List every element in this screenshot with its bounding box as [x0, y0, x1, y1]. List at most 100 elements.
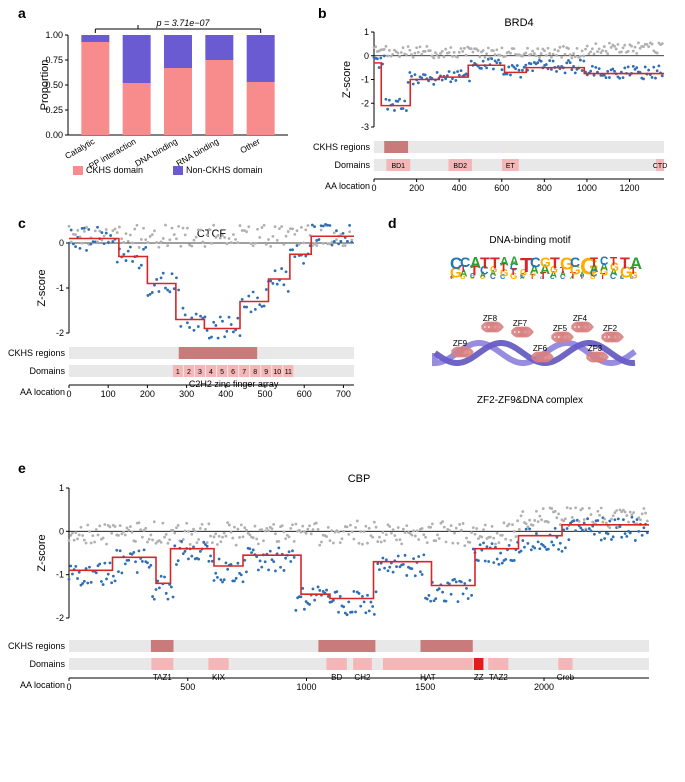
- scatter-point-grey: [364, 525, 367, 528]
- scatter-point-blue: [457, 600, 460, 603]
- scatter-point-grey: [354, 526, 357, 529]
- scatter-point-grey: [596, 510, 599, 513]
- scatter-point-blue: [468, 80, 471, 83]
- scatter-point-grey: [419, 46, 422, 49]
- scatter-point-grey: [482, 528, 485, 531]
- scatter-point-grey: [412, 56, 415, 59]
- scatter-point-blue: [68, 578, 71, 581]
- scatter-point-grey: [312, 528, 315, 531]
- scatter-point-grey: [166, 244, 169, 247]
- scatter-point-grey: [443, 526, 446, 529]
- scatter-point-blue: [569, 61, 572, 64]
- scatter-point-grey: [504, 55, 507, 58]
- scatter-point-grey: [408, 49, 411, 52]
- scatter-point-grey: [564, 517, 567, 520]
- scatter-point-blue: [110, 581, 113, 584]
- panel-b-label: b: [318, 5, 327, 21]
- scatter-point-grey: [371, 536, 374, 539]
- scatter-point-blue: [624, 532, 627, 535]
- scatter-point-grey: [398, 55, 401, 58]
- xtick: 0: [66, 682, 71, 692]
- scatter-point-blue: [333, 240, 336, 243]
- scatter-point-grey: [218, 535, 221, 538]
- scatter-point-blue: [482, 542, 485, 545]
- scatter-point-grey: [330, 529, 333, 532]
- scatter-point-blue: [424, 73, 427, 76]
- scatter-point-grey: [512, 47, 515, 50]
- scatter-point-grey: [283, 530, 286, 533]
- scatter-point-grey: [632, 50, 635, 53]
- scatter-point-grey: [642, 45, 645, 48]
- scatter-point-grey: [381, 531, 384, 534]
- scatter-point-blue: [518, 69, 521, 72]
- scatter-point-grey: [434, 51, 437, 54]
- logo-letter: T: [590, 254, 598, 269]
- scatter-point-grey: [555, 54, 558, 57]
- scatter-point-blue: [124, 562, 127, 565]
- scatter-point-grey: [566, 506, 569, 509]
- scatter-point-blue: [371, 605, 374, 608]
- zf-label: ZF5: [553, 324, 568, 333]
- scatter-point-blue: [258, 303, 261, 306]
- scatter-point-grey: [562, 45, 565, 48]
- scatter-point-grey: [460, 529, 463, 532]
- scatter-point-grey: [177, 225, 180, 228]
- scatter-point-blue: [497, 563, 500, 566]
- scatter-point-grey: [287, 230, 290, 233]
- ckhs-region: [421, 640, 473, 652]
- scatter-point-blue: [508, 544, 511, 547]
- scatter-point-grey: [86, 524, 89, 527]
- xtick: 600: [297, 389, 312, 399]
- scatter-point-blue: [86, 582, 89, 585]
- scatter-point-grey: [489, 536, 492, 539]
- domain-label: ET: [506, 163, 516, 170]
- scatter-point-grey: [242, 535, 245, 538]
- scatter-point-blue: [528, 528, 531, 531]
- scatter-point-grey: [375, 526, 378, 529]
- scatter-point-grey: [631, 513, 634, 516]
- scatter-point-blue: [269, 280, 272, 283]
- scatter-point-blue: [588, 527, 591, 530]
- scatter-point-blue: [550, 541, 553, 544]
- scatter-point-blue: [175, 276, 178, 279]
- scatter-point-grey: [95, 528, 98, 531]
- scatter-point-grey: [450, 524, 453, 527]
- scatter-point-blue: [402, 563, 405, 566]
- scatter-point-blue: [142, 248, 145, 251]
- scatter-point-grey: [230, 241, 233, 244]
- scatter-point-blue: [102, 583, 105, 586]
- scatter-point-grey: [153, 229, 156, 232]
- scatter-point-blue: [657, 64, 660, 67]
- scatter-point-grey: [646, 43, 649, 46]
- scatter-point-blue: [193, 329, 196, 332]
- scatter-point-grey: [494, 53, 497, 56]
- scatter-point-blue: [207, 560, 210, 563]
- ckhs-region: [384, 141, 408, 153]
- scatter-point-blue: [274, 269, 277, 272]
- scatter-point-grey: [444, 48, 447, 51]
- xtick: 200: [409, 183, 424, 193]
- scatter-point-grey: [250, 242, 253, 245]
- scatter-point-grey: [73, 539, 76, 542]
- panel-d: DNA-binding motifTAGCGATCGCTAGACTCAGTCGT…: [435, 235, 642, 406]
- scatter-point-grey: [661, 42, 664, 45]
- track-label-aa: AA location: [20, 680, 65, 690]
- scatter-point-blue: [460, 580, 463, 583]
- scatter-point-blue: [129, 246, 132, 249]
- scatter-point-grey: [615, 509, 618, 512]
- scatter-point-grey: [582, 55, 585, 58]
- helix-ribbon: [595, 353, 607, 361]
- scatter-point-blue: [499, 62, 502, 65]
- scatter-point-blue: [233, 580, 236, 583]
- scatter-point-blue: [485, 66, 488, 69]
- scatter-point-blue: [335, 590, 338, 593]
- scatter-point-blue: [149, 293, 152, 296]
- scatter-point-blue: [538, 547, 541, 550]
- scatter-point-grey: [163, 536, 166, 539]
- scatter-point-grey: [265, 243, 268, 246]
- scatter-point-grey: [451, 542, 454, 545]
- scatter-point-grey: [456, 56, 459, 59]
- scatter-point-blue: [501, 562, 504, 565]
- scatter-point-grey: [147, 241, 150, 244]
- scatter-point-blue: [456, 70, 459, 73]
